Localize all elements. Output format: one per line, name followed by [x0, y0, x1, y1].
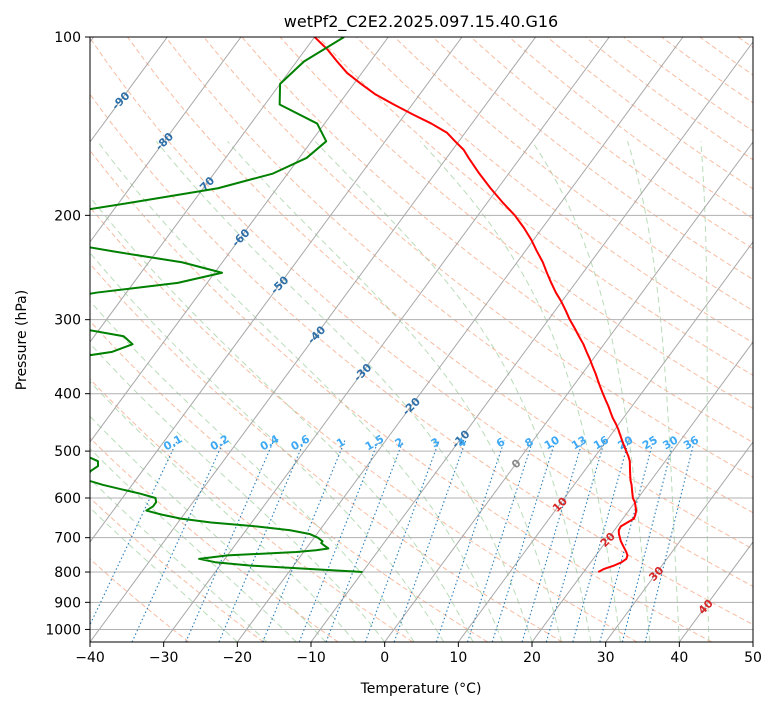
mixing-ratio-line: [599, 440, 654, 642]
dry-adiabat-line: [279, 37, 753, 410]
x-tick-label: −20: [223, 650, 253, 666]
mixing-ratio-line: [298, 440, 379, 642]
plot-background: [90, 37, 753, 642]
y-tick-label: 800: [54, 565, 81, 581]
y-axis-ticks: 1000 900 800 700 600 500 400 300 200 100: [45, 30, 90, 638]
dry-adiabat-line: [90, 558, 190, 642]
x-tick-label: −30: [149, 650, 179, 666]
y-tick-label: 900: [54, 595, 81, 611]
mixing-ratio-line: [185, 440, 275, 642]
temperature-profile-line: [313, 37, 638, 573]
mixing-ratio-line: [545, 440, 606, 642]
isotherm-line: [457, 241, 753, 642]
dry-adiabat-line: [394, 37, 753, 312]
y-axis-label: Pressure (hPa): [14, 290, 30, 390]
mixing-ratio-line: [262, 440, 346, 642]
isotherm-line: [90, 37, 537, 642]
isotherm-line: [90, 37, 316, 343]
dry-adiabat-line: [317, 37, 753, 376]
isotherm-line: [531, 341, 753, 642]
y-tick-label: 1000: [45, 622, 81, 638]
x-tick-label: 40: [670, 650, 688, 666]
x-axis-ticks: −40 −30 −20 −10 0 10 20 30 40 50: [75, 642, 762, 666]
x-tick-label: −40: [75, 650, 105, 666]
isotherm-line: [90, 37, 242, 243]
dewpoint-profile-line: [90, 37, 363, 574]
mixing-ratio-line: [466, 440, 534, 642]
y-tick-label: 100: [54, 30, 81, 46]
pressure-gridlines: [90, 37, 753, 630]
x-tick-label: 10: [449, 650, 467, 666]
isotherms: [90, 37, 753, 642]
x-tick-label: 30: [597, 650, 615, 666]
mixing-ratio-line: [218, 440, 305, 642]
mixing-ratio-line: [521, 440, 584, 642]
isotherm-line: [384, 141, 753, 642]
dry-adiabat-line: [90, 93, 753, 626]
plot-frame: [89, 36, 754, 643]
profile-series: [90, 37, 638, 574]
mixing-ratio-line: [90, 440, 178, 626]
x-tick-label: 20: [523, 650, 541, 666]
y-tick-label: 600: [54, 491, 81, 507]
isotherm-line: [90, 37, 168, 143]
isotherm-line: [163, 37, 610, 642]
y-tick-label: 700: [54, 531, 81, 547]
dry-adiabat-line: [90, 206, 638, 642]
dry-adiabat-line: [90, 149, 712, 642]
mixing-ratio-line: [644, 440, 695, 642]
isotherm-line: [310, 41, 753, 642]
y-tick-label: 300: [54, 313, 81, 329]
y-tick-label: 500: [54, 444, 81, 460]
mixing-ratio-line: [131, 440, 225, 642]
x-axis-label: Temperature (°C): [360, 681, 482, 697]
dry-adiabat-line: [90, 263, 563, 642]
plot-area: -100-90-80-70-60-50-40-30-20-10 01020304…: [90, 37, 753, 642]
mixing-ratio-line: [572, 440, 630, 642]
y-tick-label: 200: [54, 208, 81, 224]
isotherm-line: [236, 37, 684, 642]
isotherm-line: [90, 37, 463, 543]
mixing-ratio-line: [621, 440, 675, 642]
x-tick-label: −10: [296, 650, 326, 666]
dry-adiabat-line: [127, 37, 753, 550]
y-tick-label: 400: [54, 387, 81, 403]
dry-adiabat-line: [165, 37, 753, 514]
dry-adiabat-line: [90, 37, 753, 587]
mixing-ratio-lines: [90, 440, 695, 642]
isotherm-line: [90, 37, 389, 443]
chart-title: wetPf2_C2E2.2025.097.15.40.G16: [284, 12, 558, 32]
x-tick-label: 0: [380, 650, 389, 666]
isotherm-line: [605, 441, 753, 642]
mixing-ratio-line: [435, 440, 505, 642]
x-tick-label: 50: [744, 650, 762, 666]
